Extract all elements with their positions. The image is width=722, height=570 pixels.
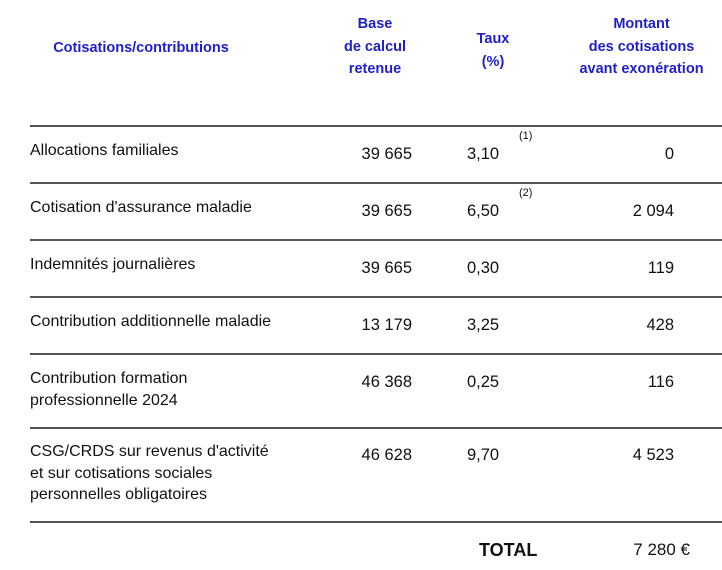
header-montant-line: Montant xyxy=(613,16,670,32)
row-montant: 4 523 xyxy=(632,446,674,464)
header-montant: Montant des cotisations avant exonératio… xyxy=(561,13,722,81)
row-label: Contribution formation professionnelle 2… xyxy=(30,370,188,409)
footnote-ref: (1) xyxy=(519,130,533,142)
row-base: 46 368 xyxy=(361,373,412,391)
row-taux: 3,10 xyxy=(467,145,500,163)
header-taux: Taux (%) xyxy=(453,28,533,73)
row-taux: 3,25 xyxy=(467,316,500,334)
row-taux: 9,70 xyxy=(467,446,500,464)
row-label: CSG/CRDS sur revenus d'activité et sur c… xyxy=(30,443,269,503)
row-taux: 6,50 xyxy=(467,202,500,220)
row-base: 39 665 xyxy=(361,202,412,220)
divider xyxy=(30,125,722,127)
row-base: 13 179 xyxy=(361,316,412,334)
row-montant: 0 xyxy=(664,145,674,163)
row-taux: 0,25 xyxy=(467,373,500,391)
header-base-line: de calcul xyxy=(343,38,407,55)
row-montant: 119 xyxy=(647,259,674,277)
row-montant: 116 xyxy=(647,373,674,391)
header-taux-line: Taux xyxy=(476,31,510,47)
divider xyxy=(30,182,722,184)
row-base: 46 628 xyxy=(361,446,412,464)
divider xyxy=(30,521,722,523)
row-montant: 2 094 xyxy=(632,202,674,220)
header-cotisations: Cotisations/contributions xyxy=(53,40,229,56)
total-value: 7 280 € xyxy=(633,540,690,559)
divider xyxy=(30,427,722,429)
row-label: Contribution additionnelle maladie xyxy=(30,313,272,330)
header-base-line: Base xyxy=(357,16,393,32)
row-label: Cotisation d'assurance maladie xyxy=(30,199,252,216)
divider xyxy=(30,239,722,241)
footnote-ref: (2) xyxy=(519,187,533,199)
row-label: Allocations familiales xyxy=(30,142,179,159)
header-base-line: retenue xyxy=(348,61,402,77)
row-label: Indemnités journalières xyxy=(30,256,196,273)
total-label: TOTAL xyxy=(479,540,538,560)
header-montant-line: des cotisations xyxy=(588,38,695,55)
divider xyxy=(30,353,722,355)
divider xyxy=(30,296,722,298)
row-montant: 428 xyxy=(646,316,674,334)
row-base: 39 665 xyxy=(361,145,412,163)
header-montant-line: avant exonération xyxy=(579,61,704,77)
header-base: Base de calcul retenue xyxy=(315,13,435,81)
row-base: 39 665 xyxy=(361,259,412,277)
row-taux: 0,30 xyxy=(467,259,500,277)
header-taux-line: (%) xyxy=(481,53,505,70)
